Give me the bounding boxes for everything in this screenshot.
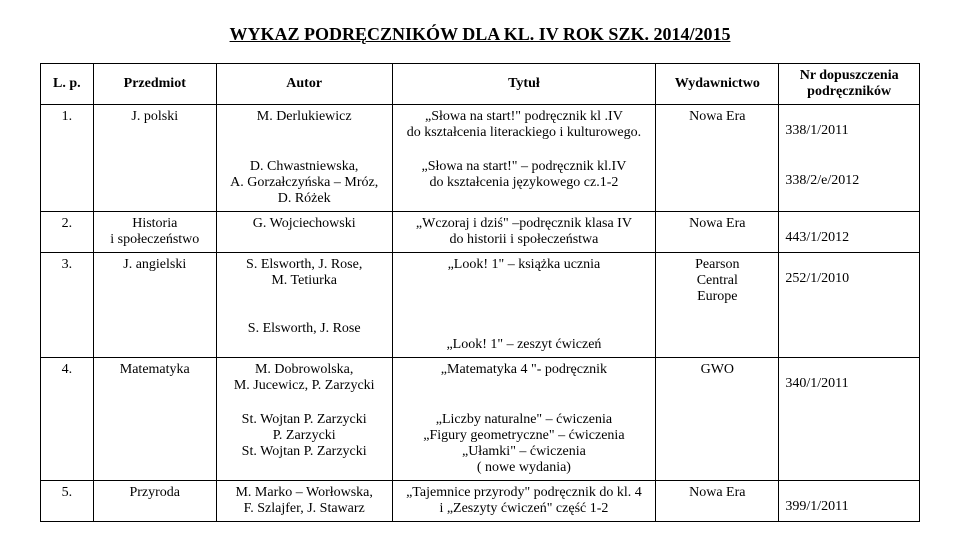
cell-author: M. Dobrowolska,M. Jucewicz, P. Zarzycki <box>216 358 392 399</box>
cell-author: St. Wojtan P. ZarzyckiP. ZarzyckiSt. Woj… <box>216 398 392 481</box>
cell-publisher: Nowa Era <box>656 212 779 253</box>
cell-nr: 340/1/2011 <box>779 358 920 399</box>
table-row: 3.J. angielskiS. Elsworth, J. Rose,M. Te… <box>41 253 920 358</box>
cell-lp: 3. <box>41 253 94 358</box>
th-publisher: Wydawnictwo <box>656 64 779 105</box>
cell-nr: 443/1/2012 <box>779 212 920 253</box>
cell-publisher: Nowa Era <box>656 481 779 522</box>
cell-lp: 4. <box>41 358 94 481</box>
cell-lp: 2. <box>41 212 94 253</box>
table-row: 4.MatematykaM. Dobrowolska,M. Jucewicz, … <box>41 358 920 399</box>
cell-title: „Look! 1" – książka ucznia„Look! 1" – ze… <box>392 253 656 358</box>
table-row: 2.Historiai społeczeństwoG. Wojciechowsk… <box>41 212 920 253</box>
cell-lp: 1. <box>41 105 94 212</box>
cell-title: „Słowa na start!" – podręcznik kl.IVdo k… <box>392 145 656 212</box>
table-row: 1.J. polskiM. Derlukiewicz„Słowa na star… <box>41 105 920 146</box>
cell-nr: 338/2/e/2012 <box>779 145 920 212</box>
cell-author: S. Elsworth, J. Rose,M. TetiurkaS. Elswo… <box>216 253 392 358</box>
cell-author: G. Wojciechowski <box>216 212 392 253</box>
cell-nr: 399/1/2011 <box>779 481 920 522</box>
th-lp: L. p. <box>41 64 94 105</box>
th-nr: Nr dopuszczenia podręczników <box>779 64 920 105</box>
cell-publisher: PearsonCentralEurope <box>656 253 779 358</box>
th-title: Tytuł <box>392 64 656 105</box>
cell-nr: 338/1/2011 <box>779 105 920 146</box>
cell-publisher: GWO <box>656 358 779 399</box>
cell-nr <box>779 398 920 481</box>
cell-author: D. Chwastniewska,A. Gorzałczyńska – Mróz… <box>216 145 392 212</box>
cell-subject: J. angielski <box>93 253 216 358</box>
cell-subject: J. polski <box>93 105 216 212</box>
cell-publisher: Nowa Era <box>656 105 779 146</box>
cell-publisher <box>656 398 779 481</box>
cell-nr: 252/1/2010 <box>779 253 920 358</box>
cell-publisher <box>656 145 779 212</box>
cell-subject: Przyroda <box>93 481 216 522</box>
cell-author: M. Derlukiewicz <box>216 105 392 146</box>
cell-title: „Tajemnice przyrody" podręcznik do kl. 4… <box>392 481 656 522</box>
textbook-table: L. p. Przedmiot Autor Tytuł Wydawnictwo … <box>40 63 920 522</box>
cell-title: „Matematyka 4 "- podręcznik <box>392 358 656 399</box>
cell-subject: Matematyka <box>93 358 216 481</box>
th-author: Autor <box>216 64 392 105</box>
th-subject: Przedmiot <box>93 64 216 105</box>
cell-lp: 5. <box>41 481 94 522</box>
page-title: WYKAZ PODRĘCZNIKÓW DLA KL. IV ROK SZK. 2… <box>40 24 920 45</box>
table-row: 5.PrzyrodaM. Marko – Worłowska,F. Szlajf… <box>41 481 920 522</box>
cell-subject: Historiai społeczeństwo <box>93 212 216 253</box>
cell-title: „Słowa na start!" podręcznik kl .IVdo ks… <box>392 105 656 146</box>
cell-title: „Wczoraj i dziś" –podręcznik klasa IVdo … <box>392 212 656 253</box>
cell-title: „Liczby naturalne" – ćwiczenia„Figury ge… <box>392 398 656 481</box>
cell-author: M. Marko – Worłowska,F. Szlajfer, J. Sta… <box>216 481 392 522</box>
